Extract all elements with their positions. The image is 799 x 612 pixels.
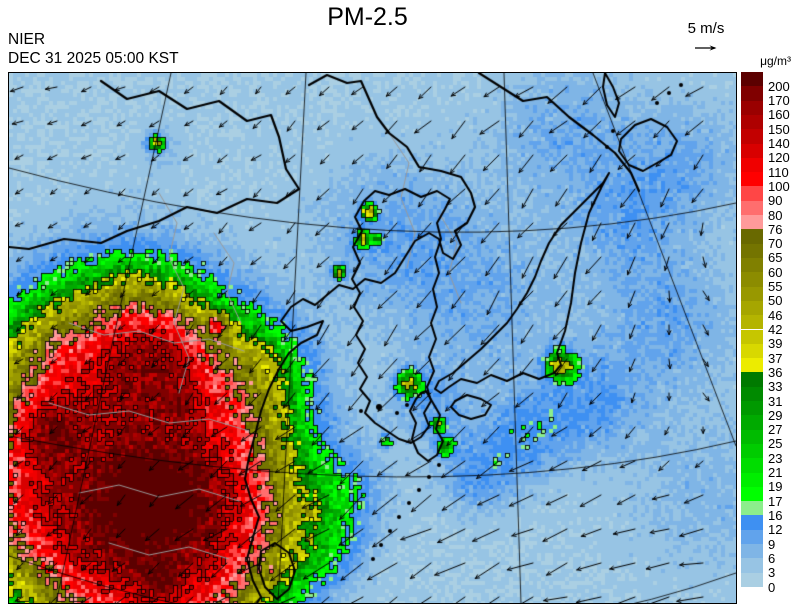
colorbar-block [741, 486, 763, 502]
page-title: PM-2.5 [327, 3, 408, 31]
colorbar-block [741, 558, 763, 573]
colorbar-tick-label: 90 [768, 193, 783, 209]
wind-reference-arrow-icon [695, 45, 717, 51]
colorbar-block [741, 100, 763, 115]
pm-map-canvas [8, 72, 737, 604]
colorbar-block [741, 329, 763, 344]
colorbar-block [741, 272, 763, 287]
colorbar-tick-label: 29 [768, 407, 783, 423]
colorbar-tick-label: 46 [768, 307, 783, 323]
colorbar: 0 3 6 9 12 16 17 19 21 23 25 27 29 31 33 36 37 39 42 46 50 55… [741, 72, 799, 594]
colorbar-tick-label: 100 [768, 178, 790, 194]
colorbar-block [741, 215, 763, 230]
colorbar-tick-label: 27 [768, 422, 783, 438]
colorbar-tick-label: 80 [768, 207, 783, 223]
colorbar-tick-label: 6 [768, 550, 776, 566]
colorbar-block [741, 372, 763, 387]
colorbar-block [741, 172, 763, 187]
colorbar-tick-label: 65 [768, 250, 783, 266]
colorbar-tick-label: 39 [768, 336, 783, 352]
colorbar-tick-label: 70 [768, 236, 783, 252]
colorbar-block [741, 572, 763, 587]
colorbar-block [741, 86, 763, 101]
colorbar-block [741, 129, 763, 144]
colorbar-block [741, 401, 763, 416]
colorbar-tick-label: 170 [768, 93, 790, 109]
colorbar-tick-label: 16 [768, 507, 783, 523]
colorbar-tick-label: 110 [768, 164, 789, 180]
timestamp-label: DEC 31 2025 05:00 KST [8, 50, 179, 67]
colorbar-block [741, 458, 763, 473]
wind-speed-label: 5 m/s [687, 20, 725, 37]
colorbar-block [741, 300, 763, 316]
unit-label: μg/m³ [760, 54, 791, 68]
colorbar-block [741, 443, 763, 459]
colorbar-tick-label: 21 [768, 465, 783, 481]
colorbar-block [741, 544, 763, 559]
colorbar-tick-label: 37 [768, 350, 783, 366]
colorbar-block [741, 501, 763, 516]
colorbar-tick-label: 33 [768, 379, 783, 395]
colorbar-block [741, 515, 763, 530]
colorbar-block [741, 243, 763, 258]
colorbar-tick-label: 200 [768, 78, 790, 94]
colorbar-tick-label: 23 [768, 450, 783, 466]
colorbar-tick-label: 12 [768, 522, 783, 538]
colorbar-tick-label: 36 [768, 364, 783, 380]
colorbar-tick-label: 76 [768, 221, 783, 237]
colorbar-tick-label: 42 [768, 322, 783, 337]
colorbar-block [741, 72, 763, 87]
colorbar-tick-label: 19 [768, 479, 783, 495]
colorbar-block [741, 143, 763, 158]
colorbar-tick-label: 25 [768, 436, 783, 452]
colorbar-block [741, 286, 763, 301]
colorbar-block [741, 157, 763, 173]
colorbar-block [741, 472, 763, 487]
source-label: NIER [8, 31, 46, 48]
colorbar-tick-label: 120 [768, 150, 790, 166]
colorbar-block [741, 386, 763, 402]
colorbar-block [741, 529, 763, 545]
colorbar-tick-label: 50 [768, 293, 783, 309]
colorbar-block [741, 186, 763, 201]
colorbar-tick-label: 150 [768, 121, 790, 137]
colorbar-block [741, 343, 763, 359]
colorbar-tick-label: 17 [768, 493, 783, 509]
colorbar-tick-label: 31 [768, 393, 783, 409]
colorbar-tick-label: 0 [768, 579, 776, 595]
colorbar-tick-label: 160 [768, 107, 790, 123]
colorbar-block [741, 200, 763, 216]
colorbar-block [741, 114, 763, 130]
colorbar-block [741, 315, 763, 330]
colorbar-block [741, 429, 763, 444]
colorbar-block [741, 257, 763, 273]
colorbar-tick-label: 55 [768, 279, 783, 295]
colorbar-tick-label: 3 [768, 565, 776, 581]
colorbar-tick-label: 60 [768, 264, 783, 280]
colorbar-tick-label: 9 [768, 536, 776, 552]
colorbar-block [741, 358, 763, 373]
colorbar-tick-label: 140 [768, 136, 790, 152]
colorbar-block [741, 415, 763, 430]
colorbar-block [741, 229, 763, 244]
